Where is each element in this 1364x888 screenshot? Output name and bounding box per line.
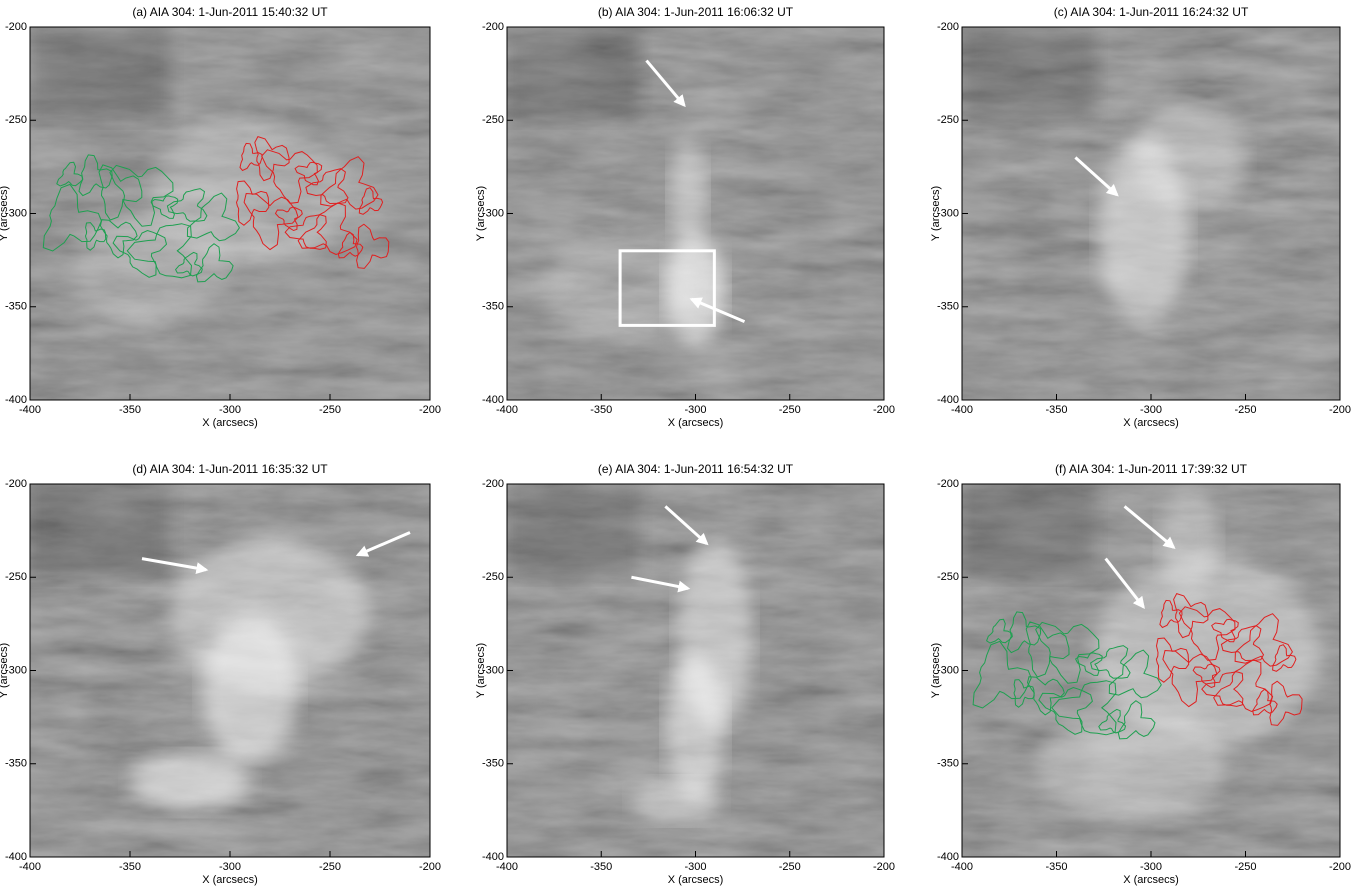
x-tick-label: -350 bbox=[590, 404, 612, 416]
y-axis-label: Y (arcsecs) bbox=[0, 186, 10, 241]
solar-image bbox=[962, 27, 1340, 400]
y-tick-label: -200 bbox=[482, 21, 504, 33]
solar-image bbox=[30, 484, 430, 857]
solar-image bbox=[962, 484, 1340, 857]
x-tick-label: -300 bbox=[1140, 404, 1162, 416]
x-tick-label: -200 bbox=[419, 861, 441, 873]
solar-image bbox=[507, 27, 884, 400]
dark-corner bbox=[507, 484, 639, 577]
y-tick-label: -200 bbox=[5, 478, 27, 490]
dark-corner bbox=[962, 27, 1094, 120]
x-tick-label: -250 bbox=[779, 861, 801, 873]
panel-title: (c) AIA 304: 1-Jun-2011 16:24:32 UT bbox=[1054, 5, 1249, 19]
x-tick-label: -300 bbox=[1140, 861, 1162, 873]
panel-title: (e) AIA 304: 1-Jun-2011 16:54:32 UT bbox=[598, 462, 794, 476]
x-axis-label: X (arcsecs) bbox=[1123, 417, 1179, 429]
x-tick-label: -200 bbox=[1329, 404, 1351, 416]
solar-image bbox=[30, 27, 430, 400]
x-tick-label: -200 bbox=[873, 404, 895, 416]
dark-corner bbox=[30, 484, 170, 577]
x-tick-label: -200 bbox=[419, 404, 441, 416]
panel: (e) AIA 304: 1-Jun-2011 16:54:32 UT -400 -… bbox=[475, 462, 895, 886]
x-tick-label: -250 bbox=[779, 404, 801, 416]
x-tick-label: -300 bbox=[219, 861, 241, 873]
figure: (a) AIA 304: 1-Jun-2011 15:40:32 UT -400 -… bbox=[0, 0, 1364, 888]
y-tick-label: -200 bbox=[937, 478, 959, 490]
x-tick-label: -300 bbox=[219, 404, 241, 416]
y-tick-label: -350 bbox=[482, 758, 504, 770]
panel: (a) AIA 304: 1-Jun-2011 15:40:32 UT -400 -… bbox=[0, 5, 441, 429]
y-tick-label: -350 bbox=[5, 301, 27, 313]
bright-region bbox=[1159, 484, 1219, 596]
y-axis-label: Y (arcsecs) bbox=[930, 643, 942, 698]
y-tick-label: -400 bbox=[482, 851, 504, 863]
x-axis-label: X (arcsecs) bbox=[668, 874, 724, 886]
y-tick-label: -250 bbox=[5, 114, 27, 126]
x-tick-label: -350 bbox=[119, 861, 141, 873]
dark-corner bbox=[507, 27, 639, 120]
dark-corner bbox=[962, 484, 1094, 577]
y-tick-label: -250 bbox=[937, 114, 959, 126]
x-axis-label: X (arcsecs) bbox=[1123, 874, 1179, 886]
x-tick-label: -350 bbox=[1045, 404, 1067, 416]
bright-region bbox=[1132, 102, 1245, 214]
y-axis-label: Y (arcsecs) bbox=[475, 643, 487, 698]
panel-title: (f) AIA 304: 1-Jun-2011 17:39:32 UT bbox=[1055, 462, 1248, 476]
x-axis-label: X (arcsecs) bbox=[202, 417, 258, 429]
solar-image bbox=[507, 484, 884, 857]
y-axis-label: Y (arcsecs) bbox=[930, 186, 942, 241]
y-tick-label: -250 bbox=[937, 571, 959, 583]
x-tick-label: -200 bbox=[1329, 861, 1351, 873]
bright-region bbox=[202, 615, 298, 764]
x-tick-label: -250 bbox=[319, 404, 341, 416]
y-tick-label: -400 bbox=[482, 394, 504, 406]
y-tick-label: -400 bbox=[5, 851, 27, 863]
bright-region bbox=[665, 652, 725, 801]
panel-title: (d) AIA 304: 1-Jun-2011 16:35:32 UT bbox=[132, 462, 328, 476]
panel-title: (a) AIA 304: 1-Jun-2011 15:40:32 UT bbox=[132, 5, 328, 19]
x-tick-label: -200 bbox=[873, 861, 895, 873]
x-tick-label: -350 bbox=[119, 404, 141, 416]
x-axis-label: X (arcsecs) bbox=[668, 417, 724, 429]
y-tick-label: -250 bbox=[5, 571, 27, 583]
panel-title: (b) AIA 304: 1-Jun-2011 16:06:32 UT bbox=[598, 5, 794, 19]
panel: (b) AIA 304: 1-Jun-2011 16:06:32 UT -400 -… bbox=[475, 5, 895, 429]
x-tick-label: -250 bbox=[1234, 861, 1256, 873]
y-tick-label: -200 bbox=[937, 21, 959, 33]
y-tick-label: -250 bbox=[482, 114, 504, 126]
panel: (d) AIA 304: 1-Jun-2011 16:35:32 UT -400 -… bbox=[0, 462, 441, 886]
x-tick-label: -250 bbox=[1234, 404, 1256, 416]
bright-region bbox=[70, 214, 230, 326]
bright-region bbox=[130, 753, 250, 813]
bright-region bbox=[1038, 708, 1227, 820]
dark-corner bbox=[30, 27, 170, 120]
x-tick-label: -250 bbox=[319, 861, 341, 873]
y-tick-label: -350 bbox=[5, 758, 27, 770]
panel: (f) AIA 304: 1-Jun-2011 17:39:32 UT -400 -… bbox=[930, 462, 1351, 886]
y-axis-label: Y (arcsecs) bbox=[475, 186, 487, 241]
x-tick-label: -300 bbox=[684, 404, 706, 416]
y-tick-label: -400 bbox=[937, 394, 959, 406]
y-axis-label: Y (arcsecs) bbox=[0, 643, 10, 698]
page: {"chart_data": [ {"type": "image", "titl… bbox=[0, 0, 1364, 888]
y-tick-label: -400 bbox=[5, 394, 27, 406]
y-tick-label: -200 bbox=[482, 478, 504, 490]
x-tick-label: -300 bbox=[684, 861, 706, 873]
bright-region bbox=[669, 139, 707, 251]
y-tick-label: -250 bbox=[482, 571, 504, 583]
bright-region bbox=[631, 779, 721, 824]
x-tick-label: -350 bbox=[1045, 861, 1067, 873]
y-tick-label: -400 bbox=[937, 851, 959, 863]
y-tick-label: -350 bbox=[937, 758, 959, 770]
x-axis-label: X (arcsecs) bbox=[202, 874, 258, 886]
panel: (c) AIA 304: 1-Jun-2011 16:24:32 UT -400 -… bbox=[930, 5, 1351, 429]
y-tick-label: -350 bbox=[482, 301, 504, 313]
x-tick-label: -350 bbox=[590, 861, 612, 873]
y-tick-label: -200 bbox=[5, 21, 27, 33]
y-tick-label: -350 bbox=[937, 301, 959, 313]
